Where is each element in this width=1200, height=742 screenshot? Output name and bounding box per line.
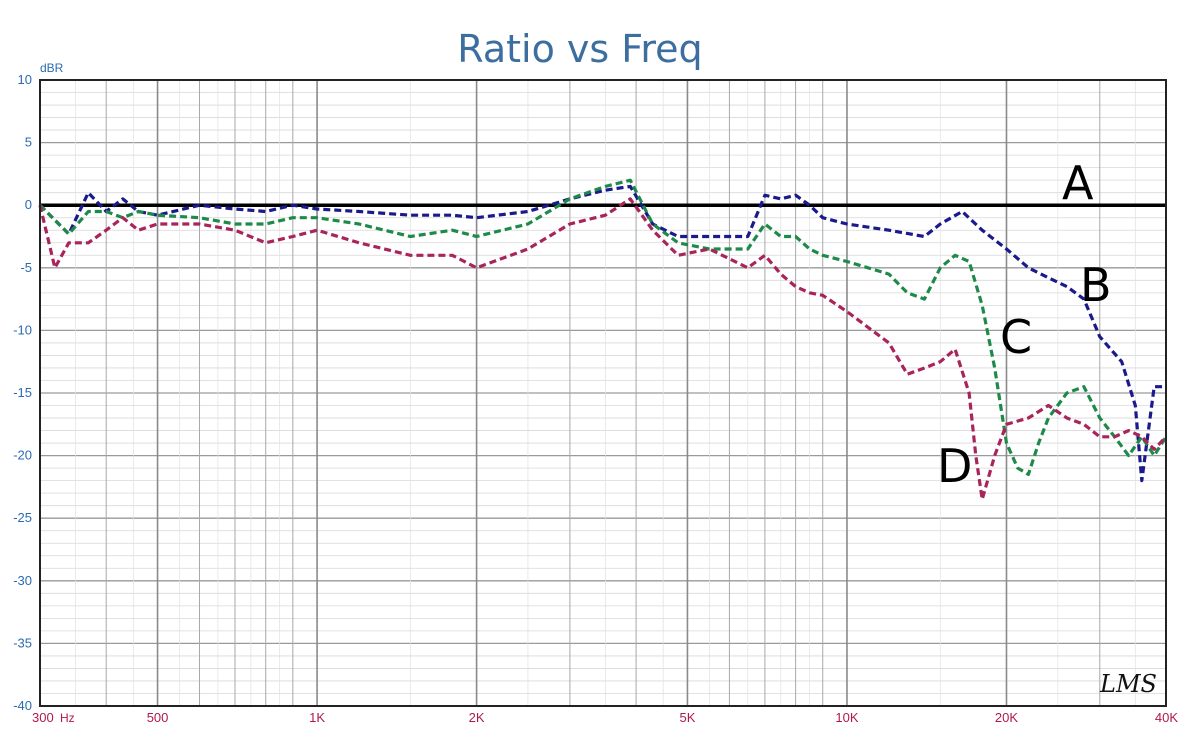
y-tick-label: 5 (25, 135, 32, 150)
y-tick-label: -5 (20, 260, 32, 275)
y-tick-label: -35 (13, 635, 32, 650)
x-tick-label: 5K (680, 710, 696, 725)
y-tick-label: -10 (13, 322, 32, 337)
x-tick-label: 300 (32, 710, 54, 725)
plot-border (39, 79, 1167, 707)
y-axis-unit-label: dBR (40, 61, 64, 75)
curves (38, 178, 1168, 501)
chart-title: Ratio vs Freq (457, 27, 702, 71)
y-tick-label: 10 (18, 72, 32, 87)
y-tick-label: -15 (13, 385, 32, 400)
y-tick-label: -40 (13, 698, 32, 713)
curve-d (38, 197, 1168, 501)
x-tick-label: 10K (835, 710, 858, 725)
curve-label-c: C (1000, 310, 1032, 364)
x-tick-label: 40K (1155, 710, 1178, 725)
y-tick-label: 0 (25, 197, 32, 212)
y-tick-label: -20 (13, 448, 32, 463)
x-tick-label: 2K (469, 710, 485, 725)
curve-label-d: D (937, 439, 972, 493)
x-tick-label: 1K (309, 710, 325, 725)
plot-frame (39, 79, 1167, 707)
lms-logo: LMS (1099, 670, 1157, 698)
y-tick-label: -30 (13, 573, 32, 588)
grid (39, 79, 1167, 707)
y-tick-label: -25 (13, 510, 32, 525)
x-axis-unit-label: Hz (60, 711, 75, 725)
curve-b (38, 184, 1166, 483)
x-tick-label: 500 (147, 710, 169, 725)
curve-label-b: B (1080, 258, 1112, 312)
curve-label-a: A (1062, 156, 1094, 210)
x-tick-label: 20K (995, 710, 1018, 725)
